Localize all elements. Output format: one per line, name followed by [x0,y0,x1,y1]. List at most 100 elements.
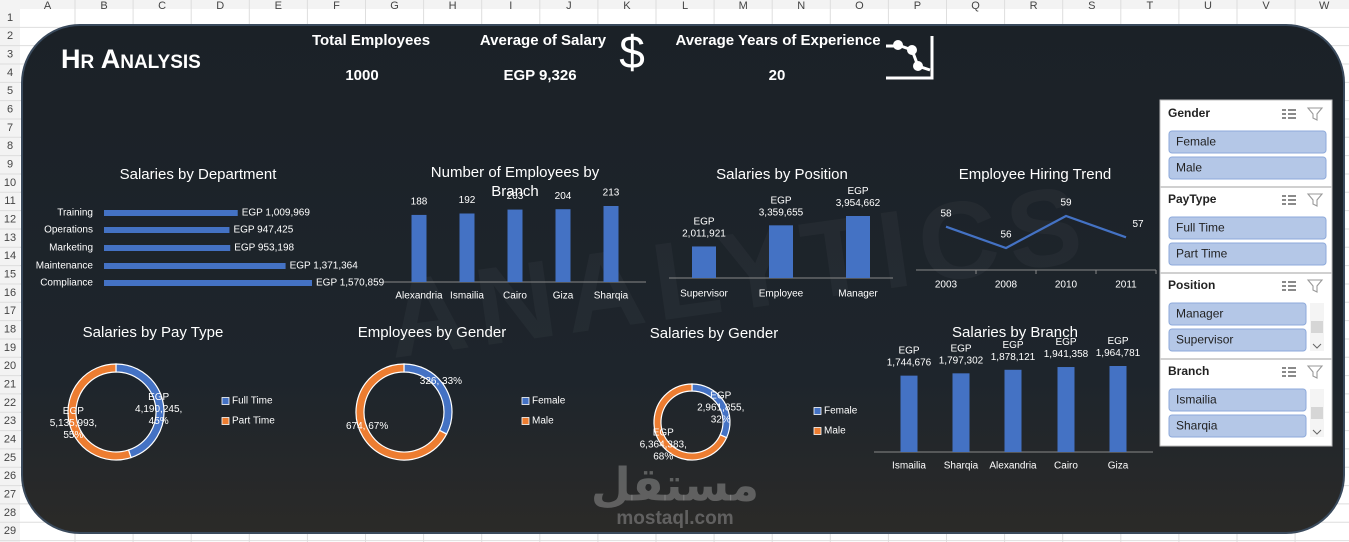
watermark-arabic: مستقل [591,458,759,512]
donut-slice [653,383,728,461]
slicer-item[interactable] [1168,216,1327,240]
legend-label: Female [532,396,566,407]
row-header: 24 [4,433,16,445]
bar [900,375,918,452]
legend-swatch [221,417,230,425]
column-header: U [1204,0,1212,12]
slicer-item[interactable] [1168,302,1307,326]
legend-swatch [521,417,530,425]
scrollbar-thumb[interactable] [1311,321,1323,333]
bar [104,263,286,269]
bar [1004,369,1022,452]
slicer-item[interactable] [1168,388,1307,412]
kpi-value: 20 [769,67,786,84]
legend-label: Full Time [232,396,273,407]
data-label: EGP 3,954,662 [836,186,881,209]
chart-title: Employee Hiring Trend [959,166,1112,183]
multi-select-button[interactable] [1282,109,1296,119]
row-header: 2 [7,30,13,42]
clear-filter-button[interactable] [1306,365,1324,379]
watermark-latin: mostaql.com [616,508,733,529]
data-label: EGP 2,011,921 [682,216,726,239]
data-label: EGP 2,961,855, 32% [697,390,744,425]
slicer-item[interactable] [1168,130,1327,154]
scroll-down-arrow[interactable] [1312,429,1322,435]
category-label: Compliance [40,278,93,289]
category-label: Giza [553,291,574,302]
column-header: F [333,0,340,12]
chart-title: Salaries by Department [120,166,278,183]
legend-swatch [813,407,822,415]
column-header: K [623,0,631,12]
donut-slice [67,363,132,461]
category-label: 2010 [1055,280,1078,291]
slicer-item[interactable] [1168,156,1327,180]
slicer-item[interactable] [1168,414,1307,438]
slicer-item-label: Ismailia [1176,393,1217,407]
data-label: EGP 6,364,383, 68% [640,427,687,462]
category-label: Training [57,208,93,219]
row-header: 10 [4,177,16,189]
data-label: 57 [1132,219,1144,230]
row-header: 8 [7,140,13,152]
clear-filter-button[interactable] [1306,279,1324,293]
column-header: S [1088,0,1095,12]
legend-swatch [521,397,530,405]
column-header: G [390,0,399,12]
category-label: Manager [838,289,878,300]
row-header: 21 [4,379,16,391]
row-header: 28 [4,507,16,519]
data-label: EGP 947,425 [233,225,293,236]
row-header: 12 [4,214,16,226]
legend-swatch [221,397,230,405]
multi-select-button[interactable] [1282,281,1296,291]
bar [769,225,793,278]
slicer-item[interactable] [1168,242,1327,266]
data-label: EGP 3,359,655 [759,195,804,218]
category-label: Giza [1108,461,1129,472]
bar [692,246,716,278]
data-label: 59 [1060,198,1072,209]
dashboard-title: Hr Analysis [61,44,201,74]
scroll-down-arrow[interactable] [1312,343,1322,349]
slicer-item[interactable] [1168,328,1307,352]
row-header: 23 [4,415,16,427]
category-label: Marketing [49,243,93,254]
bar [104,245,231,251]
chart-title: Salaries by Pay Type [83,324,224,341]
column-header: L [682,0,688,12]
row-header: 14 [4,250,16,262]
category-label: 2003 [935,280,958,291]
multi-select-button[interactable] [1282,195,1296,205]
slicer-item-label: Supervisor [1176,333,1233,347]
data-label: 204 [555,191,572,202]
data-label: 192 [459,195,476,206]
clear-filter-button[interactable] [1306,107,1324,121]
legend-label: Male [532,416,554,427]
column-header: I [509,0,512,12]
row-header: 6 [7,104,13,116]
column-header: N [797,0,805,12]
chart-title: Number of Employees by Branch [431,164,600,200]
row-header: 16 [4,287,16,299]
bar [952,373,970,452]
data-label: EGP 5,135,993, 55% [50,405,97,440]
category-label: Ismailia [450,291,484,302]
row-header: 18 [4,324,16,336]
column-header: O [855,0,864,12]
slicer-item-label: Manager [1176,307,1223,321]
column-header-bar [0,0,1349,9]
chart-title: Salaries by Position [716,166,848,183]
chart-title: Employees by Gender [358,324,506,341]
clear-filter-button[interactable] [1306,193,1324,207]
slicer-item-label: Sharqia [1176,419,1218,433]
row-header: 13 [4,232,16,244]
category-label: Alexandria [989,461,1037,472]
column-header: D [216,0,224,12]
scrollbar-thumb[interactable] [1311,407,1323,419]
category-label: Cairo [1054,461,1078,472]
multi-select-button[interactable] [1282,367,1296,377]
bar [104,227,230,233]
line-series [945,214,1127,250]
data-label: EGP 1,797,302 [939,343,984,366]
